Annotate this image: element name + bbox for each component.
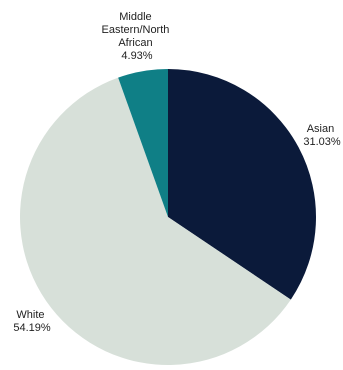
label-mena: Middle Eastern/North African 4.93% bbox=[102, 11, 173, 62]
label-mena-line2: Eastern/North bbox=[102, 24, 170, 36]
slice-asian bbox=[168, 69, 316, 300]
label-mena-value: 4.93% bbox=[121, 50, 152, 62]
label-asian: Asian 31.03% bbox=[303, 123, 341, 148]
label-white: White 54.19% bbox=[13, 309, 51, 334]
label-white-name: White bbox=[16, 309, 44, 321]
label-mena-line1: Middle bbox=[119, 11, 151, 23]
label-asian-value: 31.03% bbox=[303, 136, 341, 148]
slice-mena bbox=[118, 69, 168, 217]
slice-white bbox=[19, 77, 291, 365]
label-asian-name: Asian bbox=[307, 123, 335, 135]
label-white-value: 54.19% bbox=[13, 322, 51, 334]
pie-slices bbox=[19, 69, 316, 365]
label-mena-line3: African bbox=[118, 37, 152, 49]
